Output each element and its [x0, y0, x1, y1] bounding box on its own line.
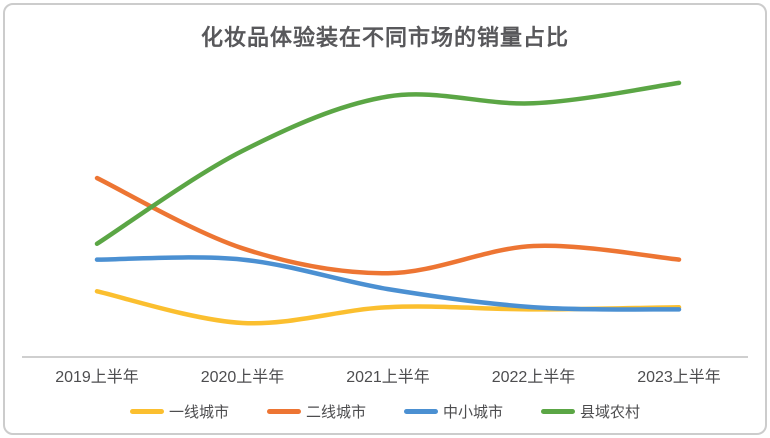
series-line-3[interactable] — [94, 80, 682, 246]
legend-item-2[interactable]: 中小城市 — [404, 401, 503, 422]
legend-item-label: 县域农村 — [580, 404, 641, 421]
legend-line-marker — [266, 409, 301, 414]
chart-title: 化妆品体验装在不同市场的销量占比 — [200, 25, 569, 50]
legend-item-1[interactable]: 二线城市 — [266, 401, 366, 422]
x-axis-label-0: 2019上半年 — [55, 368, 139, 386]
legend: 一线城市 二线城市 中小城市 县域农村 — [0, 401, 770, 422]
legend-line-marker — [404, 409, 438, 414]
x-axis-label-2: 2021上半年 — [346, 368, 430, 386]
legend-item-3[interactable]: 县域农村 — [541, 401, 640, 422]
legend-item-label: 二线城市 — [305, 404, 366, 421]
legend-line-marker — [541, 409, 576, 414]
legend-item-label: 中小城市 — [443, 404, 504, 421]
x-axis-label-4: 2023上半年 — [637, 368, 721, 386]
series-line-2[interactable] — [94, 255, 682, 312]
legend-item-label: 一线城市 — [168, 404, 229, 421]
x-axis-label-3: 2022上半年 — [492, 368, 576, 386]
legend-item-0[interactable]: 一线城市 — [129, 401, 229, 422]
legend-line-marker — [129, 409, 164, 414]
series-line-1[interactable] — [94, 175, 682, 276]
x-axis-label-1: 2020上半年 — [201, 368, 285, 386]
